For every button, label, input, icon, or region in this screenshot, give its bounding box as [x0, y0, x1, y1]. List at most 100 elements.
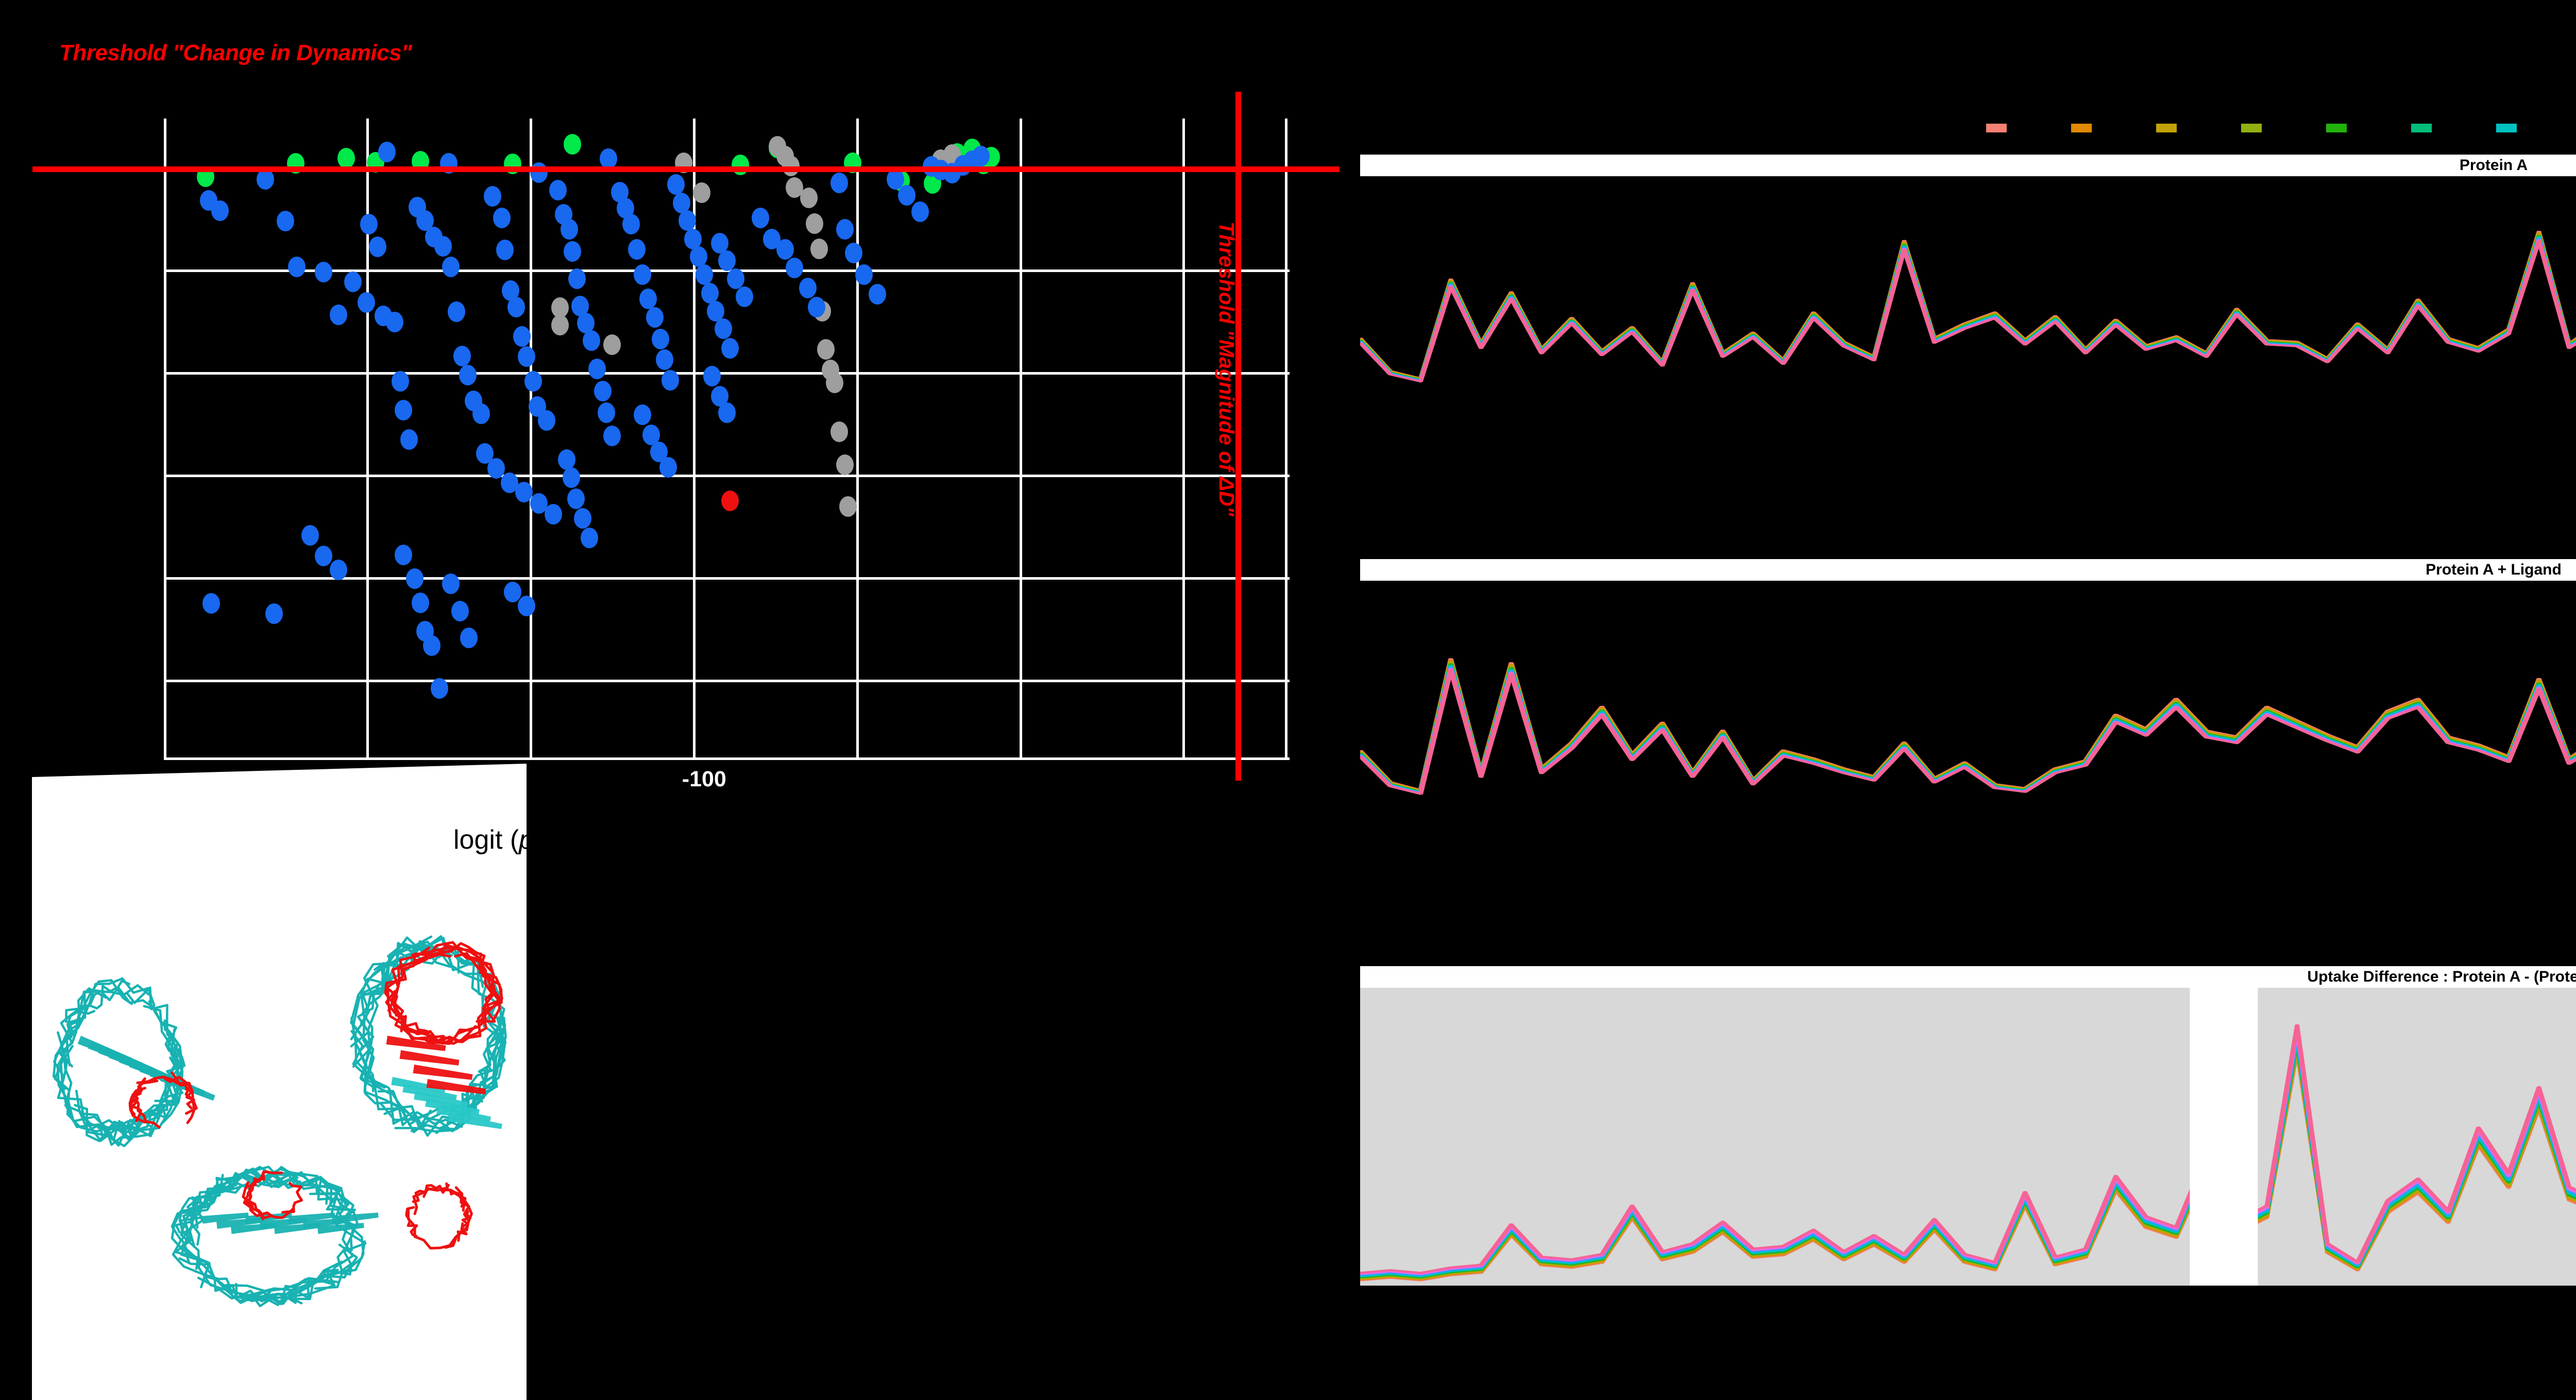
scatter-point[interactable] — [736, 286, 754, 308]
scatter-point[interactable] — [504, 581, 522, 602]
scatter-point[interactable] — [718, 402, 736, 424]
scatter-point[interactable] — [507, 297, 525, 318]
scatter-point[interactable] — [785, 177, 803, 198]
scatter-point[interactable] — [855, 264, 873, 285]
scatter-point[interactable] — [315, 546, 333, 567]
scatter-point[interactable] — [484, 185, 502, 207]
scatter-point[interactable] — [603, 334, 621, 356]
scatter-point[interactable] — [633, 264, 651, 285]
scatter-point[interactable] — [911, 201, 929, 222]
scatter-point[interactable] — [385, 311, 403, 332]
scatter-point[interactable] — [265, 603, 283, 625]
scatter-point[interactable] — [434, 235, 452, 257]
legend-swatch[interactable] — [2326, 124, 2347, 132]
scatter-point[interactable] — [378, 141, 396, 162]
scatter-point[interactable] — [524, 371, 542, 392]
scatter-point[interactable] — [412, 592, 430, 613]
uptake-legend[interactable] — [1340, 124, 2576, 141]
scatter-point[interactable] — [684, 229, 702, 250]
scatter-point[interactable] — [545, 504, 562, 525]
scatter-point[interactable] — [718, 250, 736, 272]
scatter-point[interactable] — [442, 573, 460, 594]
scatter-point[interactable] — [448, 301, 466, 322]
scatter-point[interactable] — [551, 297, 569, 318]
scatter-point[interactable] — [651, 329, 669, 350]
scatter-point[interactable] — [573, 508, 591, 529]
scatter-point[interactable] — [517, 596, 535, 617]
scatter-point[interactable] — [785, 258, 803, 279]
scatter-point[interactable] — [493, 207, 511, 228]
uptake-plot-canvas-a[interactable] — [1360, 176, 2576, 402]
scatter-point[interactable] — [562, 467, 580, 488]
scatter-point[interactable] — [567, 488, 585, 510]
scatter-point[interactable] — [597, 402, 615, 424]
scatter-point[interactable] — [831, 421, 848, 442]
volcano-plot-area[interactable] — [32, 92, 1351, 781]
uptake-chart-protein-a[interactable]: Protein A — [1360, 155, 2576, 402]
scatter-point[interactable] — [633, 404, 651, 426]
scatter-point[interactable] — [391, 371, 409, 392]
scatter-point[interactable] — [211, 200, 229, 222]
scatter-point[interactable] — [845, 243, 863, 264]
scatter-point[interactable] — [603, 426, 621, 447]
scatter-point[interactable] — [628, 239, 646, 260]
scatter-point[interactable] — [703, 366, 721, 387]
scatter-point[interactable] — [329, 304, 347, 325]
scatter-point[interactable] — [800, 188, 818, 209]
scatter-point[interactable] — [315, 261, 333, 282]
scatter-point[interactable] — [276, 211, 294, 232]
scatter-point[interactable] — [517, 346, 535, 367]
scatter-point[interactable] — [752, 207, 770, 228]
scatter-point[interactable] — [689, 246, 707, 267]
scatter-point[interactable] — [549, 180, 567, 201]
uptake-plot-canvas-al[interactable] — [1360, 581, 2576, 806]
scatter-point[interactable] — [568, 268, 586, 290]
scatter-point[interactable] — [826, 372, 844, 393]
scatter-point[interactable] — [695, 264, 713, 285]
scatter-point[interactable] — [721, 338, 739, 359]
scatter-point[interactable] — [460, 628, 478, 649]
scatter-point[interactable] — [202, 593, 220, 614]
scatter-point[interactable] — [551, 314, 569, 335]
scatter-point[interactable] — [453, 345, 471, 366]
scatter-point[interactable] — [836, 219, 854, 240]
scatter-point[interactable] — [496, 240, 514, 261]
scatter-point[interactable] — [451, 601, 469, 622]
scatter-point[interactable] — [500, 473, 518, 494]
scatter-point[interactable] — [805, 213, 823, 234]
scatter-point[interactable] — [646, 307, 664, 328]
scatter-point[interactable] — [442, 256, 460, 277]
scatter-point[interactable] — [600, 148, 618, 170]
scatter-point[interactable] — [642, 424, 660, 445]
scatter-point[interactable] — [406, 568, 424, 589]
scatter-point[interactable] — [431, 678, 449, 699]
legend-swatch[interactable] — [2071, 124, 2092, 132]
legend-swatch[interactable] — [1986, 124, 2007, 132]
scatter-point[interactable] — [808, 297, 826, 318]
scatter-point[interactable] — [301, 525, 319, 546]
legend-swatch[interactable] — [2156, 124, 2177, 132]
scatter-point[interactable] — [513, 326, 531, 347]
scatter-point[interactable] — [898, 185, 916, 206]
scatter-point[interactable] — [564, 241, 582, 262]
scatter-point[interactable] — [810, 238, 828, 259]
scatter-point[interactable] — [679, 210, 697, 231]
scatter-point[interactable] — [594, 381, 612, 402]
scatter-point[interactable] — [667, 174, 685, 195]
scatter-point[interactable] — [344, 272, 362, 293]
scatter-point[interactable] — [560, 219, 578, 240]
scatter-point[interactable] — [515, 481, 533, 502]
scatter-point[interactable] — [337, 148, 355, 169]
uptake-plot-canvas-diff[interactable] — [1360, 988, 2576, 1286]
scatter-point[interactable] — [817, 339, 835, 360]
scatter-point[interactable] — [369, 237, 387, 257]
scatter-point[interactable] — [673, 193, 691, 214]
scatter-point[interactable] — [869, 284, 887, 305]
scatter-point[interactable] — [799, 277, 817, 298]
scatter-point[interactable] — [726, 268, 744, 290]
scatter-point[interactable] — [472, 403, 490, 424]
scatter-point[interactable] — [423, 635, 441, 656]
scatter-point[interactable] — [622, 214, 640, 235]
scatter-point[interactable] — [721, 491, 739, 512]
scatter-point[interactable] — [329, 560, 347, 581]
